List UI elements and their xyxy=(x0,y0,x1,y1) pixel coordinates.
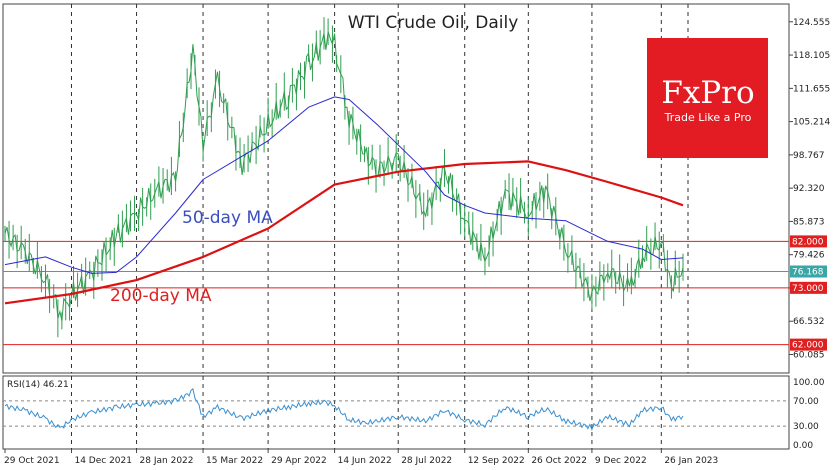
x-tick-label: 28 Jan 2022 xyxy=(140,456,194,466)
ma50-label: 50-day MA xyxy=(182,208,273,228)
x-tick-label: 14 Dec 2021 xyxy=(74,456,132,466)
x-axis-ticks: 29 Oct 2021 14 Dec 2021 28 Jan 2022 15 Mar … xyxy=(4,449,718,466)
x-tick-label: 28 Jul 2022 xyxy=(401,456,452,466)
logo-tagline: Trade Like a Pro xyxy=(664,111,752,124)
level-badges: 82.000 73.000 62.000 76.168 xyxy=(790,235,827,351)
x-tick-label: 12 Sep 2022 xyxy=(468,456,525,466)
level-badge xyxy=(790,281,827,294)
rsi-series xyxy=(4,388,684,432)
ma200-series xyxy=(4,160,684,305)
y-axis-ticks: 124.555 118.105 111.655 105.214 98.767 92.320… xyxy=(789,18,830,360)
rsi-panel-frame xyxy=(2,375,790,450)
ma50-series xyxy=(4,96,684,274)
rsi-grid xyxy=(3,400,789,427)
fxpro-logo: FxPro Trade Like a Pro xyxy=(647,38,768,158)
level-badge xyxy=(790,265,827,278)
rsi-tick-label: 0.00 xyxy=(793,441,813,451)
y-tick-label: 118.105 xyxy=(793,51,830,61)
price-line xyxy=(4,31,684,322)
x-tick-label: 9 Dec 2022 xyxy=(595,456,647,466)
rsi-tick-label: 100.00 xyxy=(793,378,825,388)
x-tick-label: 26 Jan 2023 xyxy=(664,456,718,466)
horizontal-levels xyxy=(3,240,789,346)
x-tick-label: 26 Oct 2022 xyxy=(531,456,587,466)
logo-background xyxy=(647,38,768,158)
ma200-label: 200-day MA xyxy=(110,286,212,306)
y-tick-label: 79.426 xyxy=(793,251,825,261)
rsi-tick-label: 30.00 xyxy=(793,422,819,432)
y-tick-label: 92.320 xyxy=(793,184,825,194)
y-tick-label: 60.085 xyxy=(793,350,825,360)
rsi-line xyxy=(4,388,684,432)
ma200-line xyxy=(4,160,684,305)
y-tick-label: 85.873 xyxy=(793,217,825,227)
level-badge-label: 82.000 xyxy=(792,237,824,247)
rsi-label: RSI(14) 46.21 xyxy=(7,380,69,390)
y-tick-label: 66.532 xyxy=(793,317,825,327)
price-series xyxy=(4,17,684,338)
level-badge-label: 73.000 xyxy=(792,284,824,294)
rsi-axis-ticks: 100.00 70.00 30.00 0.00 xyxy=(793,378,825,451)
vertical-grid xyxy=(70,4,689,449)
logo-wordmark: FxPro xyxy=(661,75,754,111)
x-tick-label: 29 Oct 2021 xyxy=(4,456,60,466)
level-badge xyxy=(790,235,827,248)
rsi-tick-label: 70.00 xyxy=(793,397,819,407)
ma50-line xyxy=(4,96,684,274)
y-tick-label: 111.655 xyxy=(793,84,830,94)
level-badge-label: 76.168 xyxy=(792,267,824,277)
y-tick-label: 124.555 xyxy=(793,18,830,28)
x-tick-label: 29 Apr 2022 xyxy=(271,456,327,466)
x-tick-label: 15 Mar 2022 xyxy=(206,456,263,466)
y-tick-label: 98.767 xyxy=(793,151,825,161)
chart-title: WTI Crude Oil, Daily xyxy=(348,13,519,33)
level-badge-label: 62.000 xyxy=(792,341,824,351)
level-badge xyxy=(790,338,827,351)
y-tick-label: 105.214 xyxy=(793,118,830,128)
x-tick-label: 14 Jun 2022 xyxy=(338,456,392,466)
